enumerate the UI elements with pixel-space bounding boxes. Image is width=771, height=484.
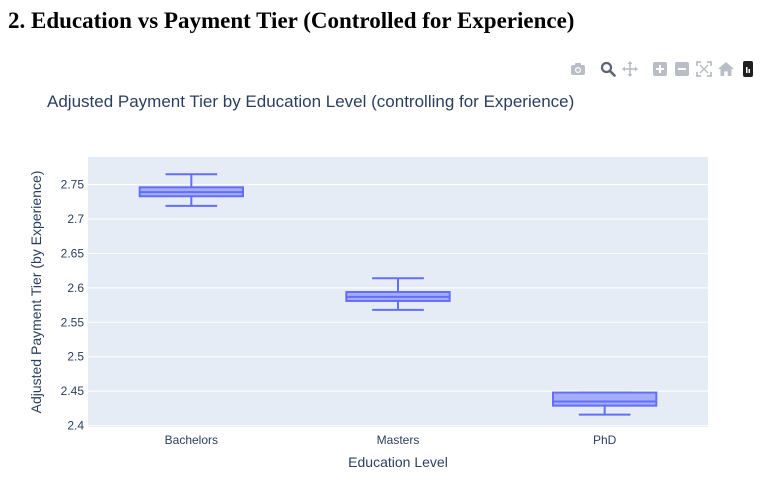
grid-lines	[88, 184, 708, 427]
plot-area: Adjusted Payment Tier by Education Level…	[0, 80, 771, 479]
plotly-logo[interactable]	[740, 61, 756, 77]
section-heading: 2. Education vs Payment Tier (Controlled…	[8, 8, 575, 33]
x-tick-label: Masters	[377, 433, 420, 447]
box-bachelors[interactable]	[138, 173, 245, 207]
autoscale-icon[interactable]	[696, 61, 712, 77]
y-tick-label: 2.6	[67, 281, 84, 295]
zoom-icon[interactable]	[600, 61, 616, 77]
zoom-out-icon[interactable]	[674, 61, 690, 77]
y-axis-label: Adjusted Payment Tier (by Experience)	[28, 171, 44, 414]
home-icon[interactable]	[718, 61, 734, 77]
x-axis-ticks: Bachelors Masters PhD	[165, 433, 617, 447]
box-masters[interactable]	[345, 277, 451, 311]
pan-icon[interactable]	[622, 61, 638, 77]
y-tick-label: 2.4	[67, 419, 84, 433]
x-tick-label: Bachelors	[165, 433, 218, 447]
box-plot-chart[interactable]: Adjusted Payment Tier by Education Level…	[0, 80, 771, 479]
chart-title: Adjusted Payment Tier by Education Level…	[47, 92, 574, 111]
y-tick-label: 2.55	[61, 315, 85, 329]
x-tick-label: PhD	[593, 433, 617, 447]
box-traces[interactable]	[138, 173, 658, 416]
zoom-in-icon[interactable]	[652, 61, 668, 77]
y-tick-label: 2.5	[67, 350, 84, 364]
y-axis-ticks: 2.4 2.45 2.5 2.55 2.6 2.65 2.7 2.75	[61, 178, 85, 433]
box-body[interactable]	[552, 391, 658, 407]
y-tick-label: 2.75	[61, 178, 85, 192]
plot-modebar	[570, 58, 762, 80]
box-phd[interactable]	[552, 391, 658, 416]
camera-icon[interactable]	[570, 61, 586, 77]
y-tick-label: 2.45	[61, 384, 85, 398]
x-axis-label: Education Level	[348, 454, 448, 470]
y-tick-label: 2.65	[61, 246, 85, 260]
y-tick-label: 2.7	[67, 212, 84, 226]
